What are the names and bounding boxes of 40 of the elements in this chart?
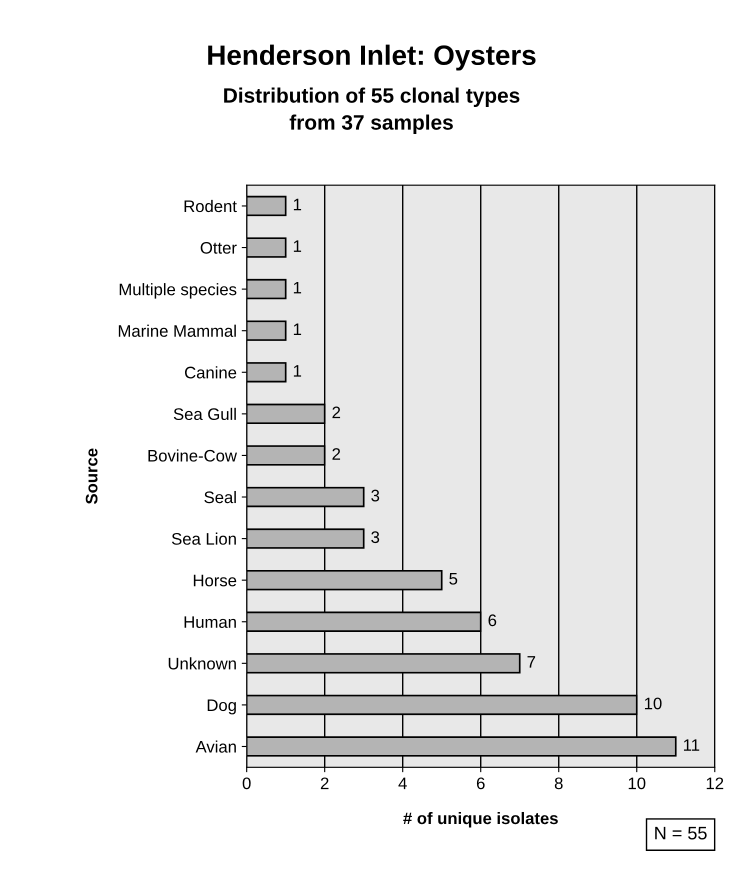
chart-subtitle: Distribution of 55 clonal types from 37 samples	[224, 88, 520, 134]
x-axis-title: # of unique isolates	[403, 812, 558, 828]
x-tick-label: 6	[476, 777, 485, 790]
data-label: 1	[294, 198, 302, 210]
y-tick-label: Otter	[200, 242, 237, 254]
y-tick-label: Canine	[184, 366, 236, 378]
data-label: 1	[294, 365, 302, 377]
y-tick-label: Sea Gull	[174, 408, 236, 420]
data-label: 6	[488, 614, 496, 626]
data-label: 1	[294, 282, 302, 294]
data-label: 5	[449, 573, 458, 585]
y-tick-label: Unknown	[168, 657, 236, 670]
data-label: 3	[371, 490, 380, 502]
y-tick-label: Human	[184, 616, 236, 628]
x-tick-label: 0	[242, 777, 251, 790]
data-label: 2	[332, 448, 340, 460]
y-tick-label: Avian	[196, 740, 236, 753]
data-label: 10	[644, 698, 662, 710]
data-label: 1	[294, 240, 302, 252]
y-tick-label: Dog	[208, 699, 236, 714]
y-tick-label: Seal	[204, 490, 236, 504]
y-tick-label: Horse	[194, 574, 236, 586]
x-tick-label: 12	[706, 777, 724, 790]
y-tick-label: Multiple species	[120, 283, 236, 299]
y-tick-label: Rodent	[184, 200, 237, 212]
x-tick-label: 2	[320, 777, 328, 790]
text: N = 55	[655, 826, 707, 840]
data-label: 7	[528, 656, 536, 668]
y-tick-label: Sea Lion	[172, 532, 236, 545]
x-tick-label: 4	[398, 778, 407, 790]
x-tick-label: 8	[554, 777, 563, 790]
data-label: 11	[684, 739, 700, 751]
y-tick-label: Bovine-Cow	[148, 449, 237, 462]
y-axis-title: Source	[86, 448, 98, 504]
y-tick-label: Marine Mammal	[118, 324, 236, 337]
x-tick-label: 10	[628, 777, 646, 790]
data-label: 3	[371, 531, 380, 544]
chart-title: Henderson Inlet: Oysters	[208, 44, 536, 71]
data-label: 2	[332, 406, 340, 418]
data-label: 1	[294, 324, 302, 336]
